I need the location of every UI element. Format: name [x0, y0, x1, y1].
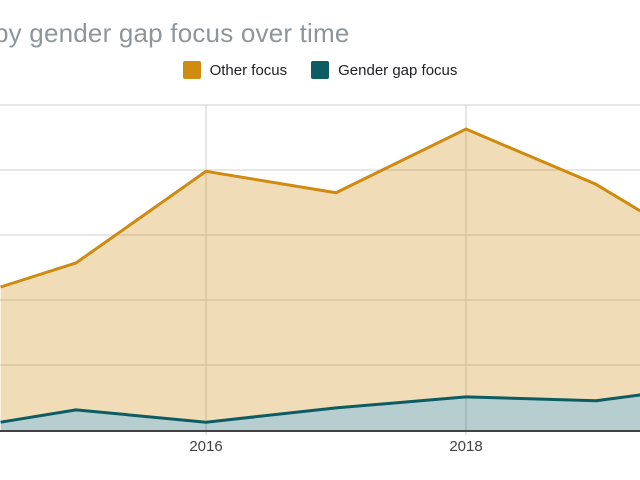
gender-gap-focus-swatch-icon: [311, 61, 330, 79]
x-axis-label-2016: 2016: [189, 438, 223, 455]
other-focus-swatch-icon: [182, 61, 201, 79]
legend-item-gender-gap-focus[interactable]: Gender gap focus: [311, 61, 457, 79]
other-focus-line: [0, 127, 640, 289]
legend-label: Other focus: [209, 61, 288, 79]
legend-item-other-focus[interactable]: Other focus: [182, 61, 288, 79]
legend-label: Gender gap focus: [338, 61, 458, 79]
gender-gap-focus-area: [0, 394, 640, 430]
other-focus-area: [0, 129, 640, 423]
gender-gap-focus-line: [0, 393, 640, 424]
chart-legend: Other focus Gender gap focus: [0, 61, 640, 79]
x-axis-label-2018: 2018: [449, 438, 483, 455]
chart-title: py gender gap focus over time: [0, 18, 350, 48]
